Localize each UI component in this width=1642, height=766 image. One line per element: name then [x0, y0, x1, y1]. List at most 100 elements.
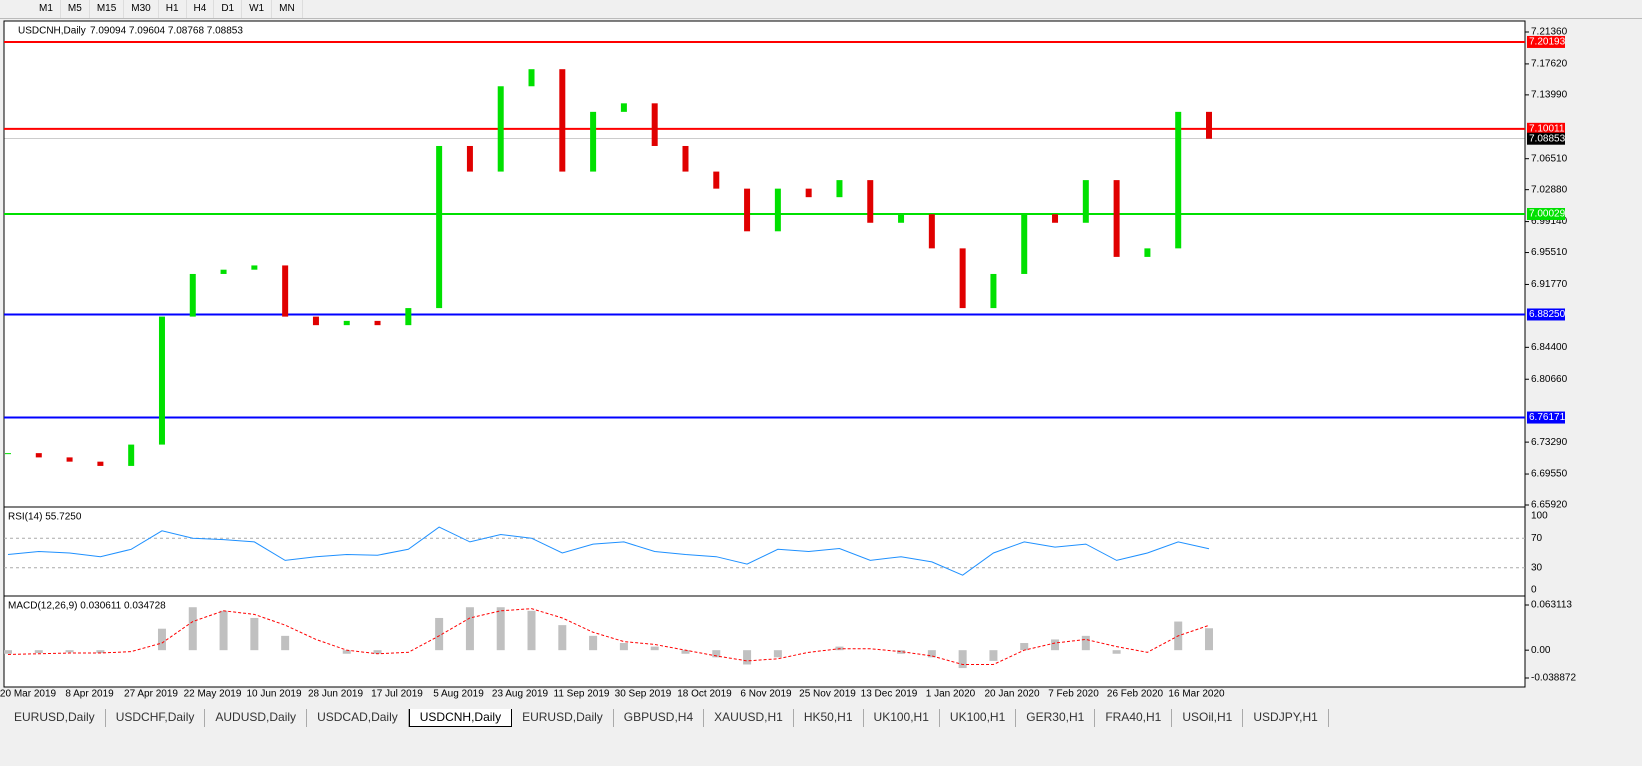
macd-bar [712, 650, 721, 658]
chart-tab[interactable]: USOil,H1 [1172, 709, 1244, 727]
chart-tab[interactable]: USDCNH,Daily [408, 709, 513, 727]
y-tick-label: 6.99140 [1531, 216, 1568, 227]
y-tick-label: 7.17620 [1531, 59, 1568, 70]
x-tick-label: 30 Sep 2019 [615, 689, 672, 700]
timeframe-button[interactable]: D1 [214, 0, 243, 18]
x-tick-label: 28 Jun 2019 [308, 689, 363, 700]
candle [836, 180, 843, 198]
timeframe-button[interactable]: M1 [32, 0, 61, 18]
candle [713, 171, 720, 189]
price-label: 7.20193 [1529, 37, 1566, 48]
y-tick-label: 7.06510 [1531, 153, 1568, 164]
y-tick-label: 6.69550 [1531, 469, 1568, 480]
rsi-label: RSI(14) 55.7250 [8, 512, 82, 523]
chart-tab[interactable]: UK100,H1 [864, 709, 940, 727]
timeframe-button[interactable]: H4 [187, 0, 215, 18]
timeframe-button[interactable]: H1 [159, 0, 187, 18]
x-tick-label: 17 Jul 2019 [371, 689, 423, 700]
candle [990, 273, 997, 309]
candle [805, 188, 812, 198]
y-tick-label: 7.21360 [1531, 27, 1568, 38]
macd-bar [1051, 639, 1060, 651]
chart-tab[interactable]: EURUSD,Daily [4, 709, 106, 727]
macd-bar [157, 628, 166, 651]
macd-bar [496, 607, 505, 651]
candle [528, 69, 535, 87]
x-tick-label: 23 Aug 2019 [492, 689, 549, 700]
symbol-label: USDCNH,Daily [18, 26, 86, 37]
price-label: 6.88250 [1529, 309, 1566, 320]
chart-tab[interactable]: USDCHF,Daily [106, 709, 206, 727]
candle [744, 188, 751, 232]
macd-tick-label: -0.038872 [1531, 673, 1576, 684]
candle [1082, 180, 1089, 223]
candle [682, 145, 689, 172]
timeframe-button[interactable]: MN [272, 0, 303, 18]
candle [774, 188, 781, 232]
macd-bar [65, 650, 74, 653]
timeframe-button[interactable]: M5 [61, 0, 90, 18]
x-tick-label: 20 Jan 2020 [984, 689, 1039, 700]
chart-tabs: EURUSD,Daily USDCHF,Daily AUDUSD,Daily USDC… [0, 709, 1642, 727]
macd-bar [96, 650, 105, 654]
y-tick-label: 7.02880 [1531, 184, 1568, 195]
macd-signal [7, 608, 1210, 665]
macd-bar [342, 650, 351, 654]
macd-tick-label: 0.00 [1531, 645, 1551, 656]
price-label-box [1527, 308, 1565, 321]
price-label: 7.10011 [1529, 123, 1565, 134]
candle [1206, 111, 1212, 139]
chart-tab[interactable]: HK50,H1 [794, 709, 864, 727]
x-tick-label: 6 Nov 2019 [740, 689, 792, 700]
rsi-tick-label: 70 [1531, 533, 1543, 544]
macd-bar [1112, 650, 1121, 654]
x-tick-label: 1 Jan 2020 [926, 689, 976, 700]
y-tick-label: 6.95510 [1531, 247, 1568, 258]
macd-bar [281, 635, 290, 651]
price-label: 6.76171 [1529, 412, 1566, 423]
price-label: 7.08853 [1529, 133, 1566, 144]
x-tick-label: 8 Apr 2019 [65, 689, 114, 700]
candle [1113, 180, 1120, 257]
timeframe-button[interactable]: M30 [124, 0, 159, 18]
x-tick-label: 18 Oct 2019 [677, 689, 732, 700]
candle [374, 320, 381, 326]
chart: USDCNH,Daily 7.09094 7.09604 7.08768 7.0… [0, 20, 1576, 700]
macd-tick-label: 0.063113 [1531, 600, 1572, 611]
chart-tab[interactable]: XAUUSD,H1 [704, 709, 794, 727]
macd-bar [219, 610, 228, 651]
candle [312, 316, 319, 326]
macd-bar [4, 650, 12, 654]
candle [405, 308, 412, 326]
candle [436, 145, 443, 309]
chart-tab[interactable]: USDJPY,H1 [1243, 709, 1329, 727]
candle [158, 316, 165, 445]
candle [559, 69, 566, 172]
chart-tab[interactable]: FRA40,H1 [1095, 709, 1173, 727]
chart-tab[interactable]: USDCAD,Daily [307, 709, 409, 727]
y-tick-label: 6.65920 [1531, 500, 1568, 511]
chart-tab[interactable]: GBPUSD,H4 [614, 709, 705, 727]
macd-bar [373, 650, 382, 654]
macd-bar [1205, 628, 1213, 651]
chart-tab[interactable]: AUDUSD,Daily [205, 709, 308, 727]
rsi-tick-label: 30 [1531, 562, 1543, 573]
rsi-tick-label: 100 [1531, 511, 1548, 522]
candle [497, 86, 504, 172]
macd-bar [897, 650, 906, 654]
y-tick-label: 6.80660 [1531, 374, 1568, 385]
price-label-box [1527, 411, 1565, 424]
timeframe-toolbar: M1 M5 M15 M30 H1 H4 D1 W1 MN [0, 0, 1642, 19]
candle [220, 269, 227, 274]
chart-tab[interactable]: EURUSD,Daily [512, 709, 614, 727]
candle [1144, 248, 1151, 257]
timeframe-button[interactable]: M15 [90, 0, 125, 18]
timeframe-button[interactable]: W1 [242, 0, 273, 18]
chart-tab[interactable]: UK100,H1 [940, 709, 1017, 727]
candle [1175, 111, 1182, 249]
candle [620, 103, 627, 112]
y-tick-label: 7.13990 [1531, 90, 1568, 101]
chart-tab[interactable]: GER30,H1 [1016, 709, 1096, 727]
x-tick-label: 22 May 2019 [184, 689, 242, 700]
